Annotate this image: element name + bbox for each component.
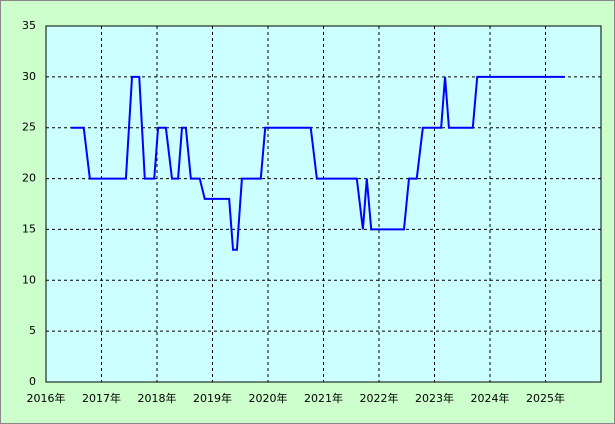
y-tick-label: 35	[22, 19, 36, 32]
y-tick-label: 15	[22, 222, 36, 235]
y-tick-label: 30	[22, 70, 36, 83]
x-tick-label: 2025年	[526, 391, 565, 405]
x-tick-label: 2022年	[360, 391, 399, 405]
y-tick-label: 20	[22, 172, 36, 185]
x-tick-label: 2017年	[82, 391, 121, 405]
x-tick-label: 2023年	[415, 391, 454, 405]
x-tick-label: 2018年	[138, 391, 177, 405]
y-tick-label: 10	[22, 273, 36, 286]
data-line	[70, 75, 565, 251]
y-tick-label: 0	[29, 375, 36, 388]
plot-border	[45, 25, 602, 383]
y-tick-label: 5	[29, 324, 36, 337]
x-tick-label: 2020年	[249, 391, 288, 405]
x-tick-label: 2016年	[27, 391, 66, 405]
x-tick-label: 2024年	[471, 391, 510, 405]
x-tick-label: 2021年	[304, 391, 343, 405]
x-tick-label: 2019年	[193, 391, 232, 405]
y-tick-label: 25	[22, 121, 36, 134]
